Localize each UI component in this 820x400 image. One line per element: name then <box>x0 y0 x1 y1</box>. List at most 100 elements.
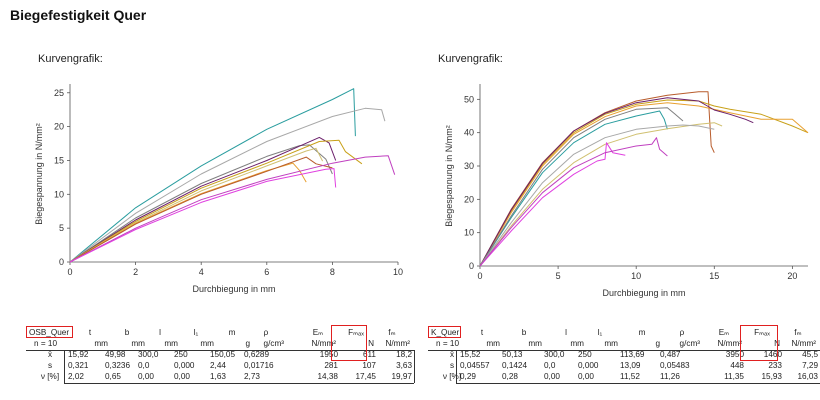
table-cell: 448 <box>730 361 744 370</box>
series-line <box>479 97 754 267</box>
chart-k-quer: 0 10 20 30 40 50 0 5 10 15 20 Durchbiegung in mm Bie… <box>444 84 809 298</box>
unit-cell: mm <box>164 339 178 348</box>
unit-cell: mm <box>486 339 500 348</box>
y-tick-label: 5 <box>59 223 64 233</box>
y-tick-label: 40 <box>464 128 474 138</box>
series-line <box>479 102 809 267</box>
table-cell: 0,00 <box>578 372 594 381</box>
column-header: Eₘ <box>312 328 324 337</box>
table-cell: 17,45 <box>355 372 377 381</box>
table-cell: 0,000 <box>174 361 195 370</box>
table-cell: 1460 <box>763 350 782 359</box>
table-cell: 300,0 <box>138 350 159 359</box>
column-header: ρ <box>679 328 685 337</box>
y-tick-label: 30 <box>464 161 474 171</box>
table-cell: 0,00 <box>544 372 560 381</box>
table-cell: 0,3236 <box>105 361 131 370</box>
table-cell: 281 <box>324 361 338 370</box>
x-tick-label: 8 <box>330 267 335 277</box>
x-tick-label: 0 <box>477 271 482 281</box>
units-label: n = 10 <box>34 339 57 348</box>
x-axis-label: Durchbiegung in mm <box>602 288 685 298</box>
column-header: m <box>228 328 236 337</box>
table-cell: 1950 <box>319 350 338 359</box>
table-cell: 0,04557 <box>460 361 490 370</box>
table-cell: 0,28 <box>502 372 518 381</box>
unit-cell: mm <box>528 339 542 348</box>
chart-osb-quer: 0 5 10 15 20 25 0 2 4 6 8 10 Durchbiegung in mm Biege… <box>34 84 403 294</box>
series-line <box>69 144 333 263</box>
table-cell: 0,0 <box>138 361 150 370</box>
table-rule <box>456 350 457 383</box>
table-cell: 15,52 <box>460 350 481 359</box>
unit-cell: N/mm² <box>717 339 742 348</box>
series-line <box>69 147 324 263</box>
column-header: t <box>88 328 92 337</box>
unit-cell: N <box>368 339 374 348</box>
table-cell: 0,6289 <box>244 350 270 359</box>
table-cell: 16,03 <box>797 372 819 381</box>
table-name: K_Quer <box>431 328 460 337</box>
table-cell: 250 <box>578 350 592 359</box>
table-cell: 300,0 <box>544 350 565 359</box>
series-line <box>69 156 333 263</box>
highlight-table-name <box>26 326 73 338</box>
y-tick-label: 10 <box>464 228 474 238</box>
x-tick-label: 15 <box>709 271 719 281</box>
unit-cell: mm <box>200 339 214 348</box>
column-header: l <box>159 328 161 337</box>
page-title: Biegefestigkeit Quer <box>10 7 147 23</box>
table-cell: 14,38 <box>317 372 339 381</box>
row-label: ν [%] <box>442 372 462 381</box>
table-cell: 11,26 <box>660 372 680 381</box>
table-cell: 0,05483 <box>660 361 690 370</box>
table-rule <box>456 383 820 384</box>
column-header: fₘ <box>794 328 802 337</box>
table-rule <box>64 383 414 384</box>
table-cell: 1,63 <box>210 372 226 381</box>
table-rule <box>64 350 65 383</box>
table-cell: 0,65 <box>105 372 121 381</box>
row-label: s <box>47 361 53 370</box>
column-header: Eₘ <box>718 328 730 337</box>
table-cell: 113,69 <box>620 350 645 359</box>
highlight-fmax <box>331 325 367 361</box>
table-cell: 611 <box>362 350 376 359</box>
x-tick-label: 4 <box>199 267 204 277</box>
column-header: l₁ <box>193 328 199 337</box>
series-line <box>479 107 684 267</box>
y-axis-label: Biegespannung in N/mm² <box>34 123 44 225</box>
row-label: x̄ <box>449 350 455 359</box>
table-name: OSB_Quer <box>29 328 70 337</box>
series-line <box>479 142 626 267</box>
table-cell: 0,321 <box>68 361 89 370</box>
x-tick-label: 6 <box>264 267 269 277</box>
column-header: fₘ <box>388 328 396 337</box>
column-header: b <box>521 328 527 337</box>
y-axis-label: Biegespannung in N/mm² <box>444 125 454 227</box>
series-line <box>69 88 356 263</box>
x-tick-label: 10 <box>393 267 403 277</box>
series-line <box>69 155 396 263</box>
y-tick-label: 25 <box>54 88 64 98</box>
table-cell: 7,29 <box>802 361 818 370</box>
unit-cell: g <box>655 339 660 348</box>
table-cell: 3950 <box>725 350 744 359</box>
table-cell: 0,1424 <box>502 361 528 370</box>
table-cell: 0,29 <box>460 372 476 381</box>
table-rule <box>414 350 415 383</box>
table-cell: 2,44 <box>210 361 226 370</box>
x-tick-label: 2 <box>133 267 138 277</box>
row-label: s <box>449 361 455 370</box>
table-cell: 2,73 <box>244 372 260 381</box>
y-tick-label: 50 <box>464 94 474 104</box>
unit-cell: g/cm³ <box>679 339 700 348</box>
unit-cell: g/cm³ <box>263 339 284 348</box>
row-label: x̄ <box>47 350 53 359</box>
x-tick-label: 10 <box>631 271 641 281</box>
unit-cell: mm <box>570 339 584 348</box>
column-header: Fₘₐₓ <box>754 328 770 337</box>
series-line <box>69 162 307 263</box>
table-cell: 11,35 <box>724 372 744 381</box>
series-line <box>69 136 337 263</box>
